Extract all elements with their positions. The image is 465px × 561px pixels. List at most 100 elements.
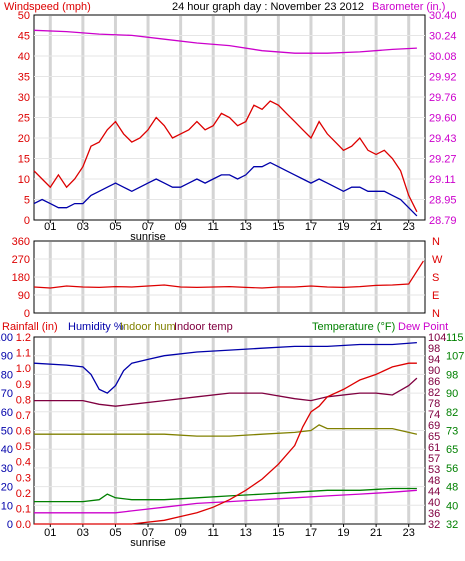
hour-label: 11: [207, 527, 218, 539]
windspeed-axis-label: Windspeed (mph): [4, 1, 91, 13]
hour-label: 23: [403, 221, 415, 233]
hour-label: 03: [77, 527, 89, 539]
compass-label: E: [432, 290, 439, 302]
hour-label: 05: [109, 527, 121, 539]
compass-label: S: [432, 272, 439, 284]
series-line: [34, 487, 417, 503]
temperature-tick-label: 98: [446, 369, 458, 381]
hour-label: 21: [370, 527, 382, 539]
indoor-tick-label: 90: [428, 365, 440, 377]
barometer-tick-label: 30.24: [429, 31, 457, 43]
indoor-tick-label: 53: [428, 464, 440, 476]
indoor-tick-label: 69: [428, 420, 440, 432]
indoor-tick-label: 104: [428, 332, 446, 344]
barometer-tick-label: 29.76: [429, 92, 457, 104]
windspeed-tick-label: 0: [24, 215, 30, 227]
humidity-tick-label: 100: [0, 332, 13, 344]
hour-label: 23: [403, 527, 415, 539]
direction-line: [33, 260, 424, 289]
humidity-legend: Humidity %: [68, 321, 124, 333]
wind-series-line: [33, 100, 418, 213]
hour-label: 09: [175, 221, 187, 233]
indoor-tick-label: 61: [428, 442, 440, 454]
hour-label: 11: [207, 221, 218, 233]
rainfall-tick-label: 0.0: [16, 519, 31, 531]
humidity-tick-label: 70: [1, 388, 13, 400]
indoor-hum-legend: Indoor hum: [120, 321, 176, 333]
compass-label: N: [432, 236, 440, 248]
rainfall-axis-label: Rainfall (in): [2, 321, 58, 333]
wind-series-line: [33, 161, 418, 217]
humidity-tick-label: 50: [1, 426, 13, 438]
indoor-tick-label: 94: [428, 354, 440, 366]
hour-label: 17: [305, 527, 317, 539]
windspeed-tick-label: 15: [18, 154, 30, 166]
temperature-tick-label: 73: [446, 426, 458, 438]
hour-label: 13: [240, 221, 252, 233]
barometer-tick-label: 29.11: [429, 174, 456, 186]
barometer-tick-label: 29.60: [429, 113, 457, 125]
temperature-tick-label: 107: [446, 351, 464, 363]
series-line: [34, 377, 418, 407]
hour-label: 01: [44, 527, 56, 539]
barometer-tick-label: 28.79: [429, 215, 457, 227]
humidity-tick-label: 40: [1, 444, 13, 456]
hour-label: 15: [272, 221, 284, 233]
barometer-tick-label: 28.95: [429, 195, 457, 207]
hour-label: 01: [44, 221, 56, 233]
rainfall-tick-label: 1.0: [16, 363, 31, 375]
temperature-tick-label: 32: [446, 519, 458, 531]
indoor-tick-label: 78: [428, 398, 440, 410]
hour-label: 15: [272, 527, 284, 539]
windspeed-tick-label: 35: [18, 72, 30, 84]
temperature-tick-label: 90: [446, 388, 458, 400]
rainfall-tick-label: 0.3: [16, 472, 31, 484]
direction-tick-label: 360: [12, 236, 30, 248]
temperature-tick-label: 48: [446, 482, 458, 494]
temperature-tick-label: 56: [446, 463, 458, 475]
windspeed-tick-label: 10: [18, 174, 30, 186]
temperature-tick-label: 65: [446, 444, 458, 456]
rainfall-tick-label: 1.2: [16, 332, 31, 344]
indoor-tick-label: 48: [428, 475, 440, 487]
indoor-tick-label: 65: [428, 431, 440, 443]
compass-label: N: [432, 308, 440, 320]
temperature-tick-label: 115: [446, 332, 464, 344]
humidity-tick-label: 60: [1, 407, 13, 419]
hour-label: 19: [337, 527, 349, 539]
hour-label: 05: [109, 221, 121, 233]
sunrise-label: sunrise: [130, 231, 165, 243]
rainfall-tick-label: 0.6: [16, 426, 31, 438]
hour-label: 19: [337, 221, 349, 233]
rainfall-tick-label: 0.7: [16, 410, 31, 422]
series-line: [33, 341, 417, 394]
barometer-tick-label: 30.40: [429, 10, 457, 22]
windspeed-tick-label: 25: [18, 113, 30, 125]
windspeed-tick-label: 50: [18, 10, 30, 22]
humidity-tick-label: 80: [1, 369, 13, 381]
indoor-tick-label: 36: [428, 508, 440, 520]
barometer-tick-label: 29.27: [429, 154, 457, 166]
rainfall-tick-label: 0.1: [16, 503, 31, 515]
indoor-tick-label: 98: [428, 343, 440, 355]
windspeed-tick-label: 5: [24, 195, 30, 207]
indoor-tick-label: 40: [428, 497, 440, 509]
sunrise-label: sunrise: [130, 537, 165, 549]
humidity-tick-label: 30: [1, 463, 13, 475]
hour-label: 13: [240, 527, 252, 539]
windspeed-tick-label: 30: [18, 92, 30, 104]
hour-label: 17: [305, 221, 317, 233]
hour-label: 07: [142, 221, 154, 233]
direction-tick-label: 90: [18, 290, 30, 302]
hour-label: 03: [77, 221, 89, 233]
dew-point-legend: Dew Point: [398, 321, 448, 333]
temperature-legend: Temperature (°F): [312, 321, 395, 333]
chart-title: 24 hour graph day : November 23 2012: [172, 1, 364, 13]
barometer-tick-label: 29.92: [429, 72, 457, 84]
humidity-tick-label: 0: [7, 519, 13, 531]
barometer-line: [33, 29, 417, 54]
indoor-tick-label: 74: [428, 409, 440, 421]
temperature-tick-label: 82: [446, 407, 458, 419]
direction-tick-label: 270: [12, 254, 30, 266]
direction-tick-label: 180: [12, 272, 30, 284]
